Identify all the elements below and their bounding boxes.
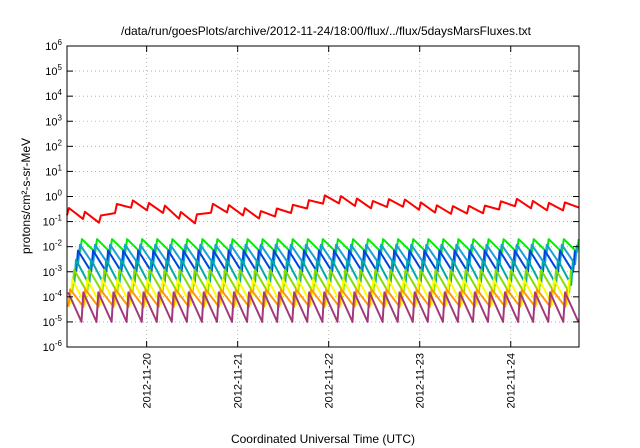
y-tick-label: 10-3 <box>43 264 63 279</box>
series-layer <box>66 194 580 323</box>
y-tick-label: 10-5 <box>43 314 63 329</box>
x-axis-label: Coordinated Universal Time (UTC) <box>231 432 415 446</box>
series-line-1 <box>66 194 580 225</box>
series-line-8 <box>67 288 569 308</box>
y-tick-label: 10-1 <box>43 214 63 229</box>
x-tick-label: 2012-11-24 <box>506 353 518 408</box>
x-tick-label: 2012-11-22 <box>324 353 336 408</box>
y-axis-label: protons/cm²-s-sr-MeV <box>19 138 33 254</box>
y-tick-label: 103 <box>45 113 62 128</box>
y-tick-label: 10-2 <box>43 239 63 254</box>
x-tick-label: 2012-11-21 <box>233 353 245 408</box>
y-tick-label: 101 <box>45 163 62 178</box>
series-line-4 <box>75 249 576 273</box>
x-tick-label: 2012-11-23 <box>415 353 427 408</box>
chart-title: /data/run/goesPlots/archive/2012-11-24/1… <box>121 24 532 38</box>
x-tick-label: 2012-11-20 <box>142 353 154 408</box>
y-axis: 10-6 10-5 10-4 10-3 10-2 10-1 100 101 102 103 104 1… <box>43 38 579 354</box>
y-tick-label: 10-6 <box>43 339 63 354</box>
y-tick-label: 106 <box>45 38 62 53</box>
y-tick-label: 10-4 <box>43 289 63 304</box>
y-tick-label: 100 <box>45 189 62 204</box>
series-line-9 <box>67 291 580 323</box>
y-tick-label: 102 <box>45 138 62 153</box>
y-tick-label: 104 <box>45 88 62 103</box>
x-axis: 2012-11-20 2012-11-21 2012-11-22 2012-11-23… <box>142 46 518 408</box>
y-tick-label: 105 <box>45 63 62 78</box>
